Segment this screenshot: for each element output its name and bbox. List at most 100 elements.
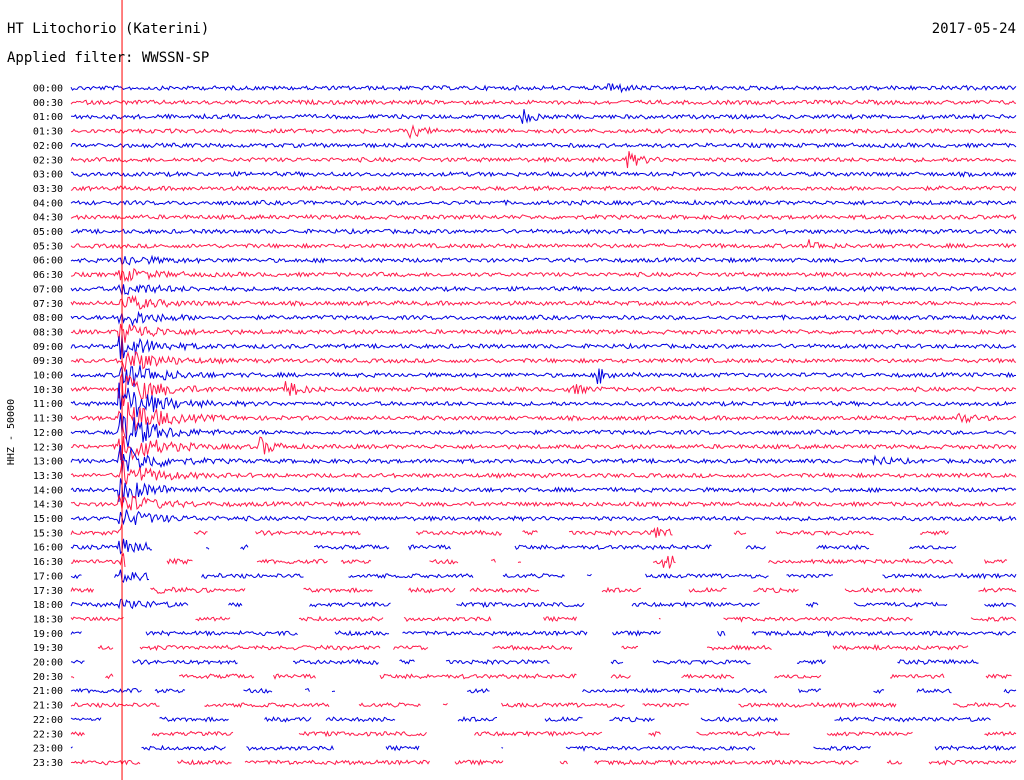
trace-line: [70, 435, 1017, 461]
row-time-label: 06:30: [33, 270, 63, 281]
trace-line: [70, 151, 1017, 169]
trace-line: [70, 213, 1017, 221]
row-time-label: 20:30: [33, 672, 63, 683]
row-time-label: 03:00: [33, 170, 63, 181]
row-time-label: 14:30: [33, 500, 63, 511]
row-time-label: 07:30: [33, 299, 63, 310]
trace-line: [70, 569, 1017, 583]
trace-line: [70, 744, 1016, 752]
row-time-label: 15:30: [33, 528, 63, 539]
row-time-label: 00:00: [33, 84, 63, 95]
trace-line: [70, 552, 1008, 569]
trace-line: [70, 493, 1017, 511]
trace-line: [70, 199, 1017, 207]
trace-line: [70, 413, 1017, 448]
trace-line: [70, 267, 1017, 283]
row-time-label: 18:30: [33, 614, 63, 625]
row-time-label: 20:00: [33, 658, 63, 669]
row-time-label: 14:00: [33, 485, 63, 496]
trace-line: [70, 629, 1016, 638]
trace-line: [70, 334, 1017, 360]
trace-line: [70, 478, 1017, 503]
trace-line: [70, 185, 1017, 192]
station-title: HT Litochorio (Katerini): [7, 21, 210, 37]
trace-line: [70, 445, 1017, 474]
trace-line: [70, 509, 1017, 526]
trace-line: [70, 227, 1017, 235]
row-time-label: 06:00: [33, 256, 63, 267]
row-time-label: 12:00: [33, 428, 63, 439]
row-time-label: 01:00: [33, 112, 63, 123]
trace-line: [70, 170, 1017, 178]
trace-line: [97, 643, 969, 652]
row-time-label: 00:30: [33, 98, 63, 109]
row-time-label: 16:00: [33, 543, 63, 554]
trace-line: [70, 758, 1017, 767]
row-time-label: 17:00: [33, 571, 63, 582]
trace-line: [70, 124, 1017, 140]
trace-line: [70, 538, 957, 555]
trace-line: [70, 294, 1017, 310]
row-time-label: 04:00: [33, 198, 63, 209]
filter-label: Applied filter: WWSSN-SP: [7, 50, 210, 66]
row-time-label: 19:00: [33, 629, 63, 640]
row-time-label: 23:00: [33, 744, 63, 755]
trace-line: [70, 323, 1017, 343]
trace-line: [70, 373, 1017, 407]
trace-line: [70, 350, 1017, 372]
trace-line: [70, 284, 1017, 296]
row-time-label: 08:30: [33, 327, 63, 338]
trace-line: [70, 254, 1017, 266]
row-time-label: 11:00: [33, 399, 63, 410]
row-time-label: 09:30: [33, 356, 63, 367]
channel-axis-label: HHZ - 50000: [6, 398, 17, 466]
trace-line: [70, 658, 979, 666]
row-time-label: 16:30: [33, 557, 63, 568]
row-time-label: 22:00: [33, 715, 63, 726]
recording-date: 2017-05-24: [931, 21, 1016, 37]
row-time-label: 10:00: [33, 371, 63, 382]
trace-line: [70, 598, 1017, 610]
row-time-label: 04:30: [33, 213, 63, 224]
trace-line: [71, 109, 1017, 124]
trace-line: [70, 615, 1017, 623]
row-time-label: 11:30: [33, 414, 63, 425]
row-time-label: 08:00: [33, 313, 63, 324]
trace-line: [70, 523, 949, 538]
row-time-label: 02:00: [33, 141, 63, 152]
row-time-label: 22:30: [33, 729, 63, 740]
row-time-label: 13:00: [33, 457, 63, 468]
trace-line: [70, 98, 1017, 106]
trace-line: [70, 141, 1017, 149]
row-time-label: 21:00: [33, 686, 63, 697]
row-time-label: 17:30: [33, 586, 63, 597]
trace-line: [70, 687, 1017, 694]
trace-line: [70, 365, 1017, 388]
row-time-label: 13:30: [33, 471, 63, 482]
trace-line: [70, 586, 1017, 594]
trace-line: [71, 673, 1012, 680]
row-time-label: 23:30: [33, 758, 63, 769]
row-time-label: 03:30: [33, 184, 63, 195]
trace-line: [70, 402, 1017, 442]
row-time-label: 21:30: [33, 701, 63, 712]
trace-line: [70, 83, 1017, 94]
row-time-label: 15:00: [33, 514, 63, 525]
trace-line: [70, 382, 1017, 418]
trace-line: [70, 716, 991, 723]
trace-line: [70, 239, 1017, 250]
row-time-label: 01:30: [33, 127, 63, 138]
row-time-label: 19:30: [33, 643, 63, 654]
row-time-label: 10:30: [33, 385, 63, 396]
row-time-label: 05:00: [33, 227, 63, 238]
row-time-label: 09:00: [33, 342, 63, 353]
trace-line: [70, 730, 1017, 738]
row-time-label: 05:30: [33, 241, 63, 252]
row-time-label: 18:00: [33, 600, 63, 611]
trace-line: [70, 701, 1017, 709]
trace-line: [70, 460, 1017, 485]
row-time-label: 12:30: [33, 442, 63, 453]
trace-line: [70, 310, 1017, 327]
row-time-label: 07:00: [33, 284, 63, 295]
